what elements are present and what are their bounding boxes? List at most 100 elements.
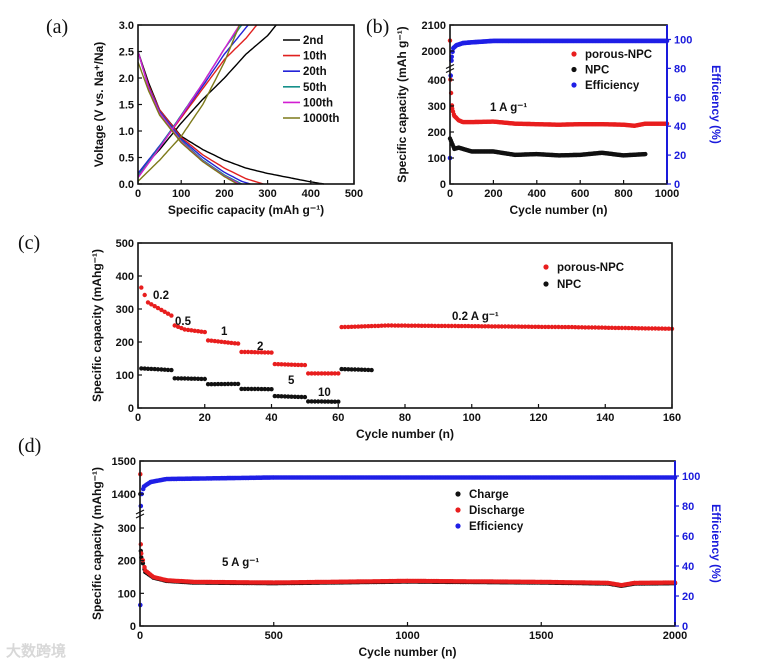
point-npc bbox=[286, 394, 291, 399]
point-npc bbox=[175, 376, 181, 381]
point-porous-npc bbox=[252, 350, 257, 355]
y-axis-label: Specific capacity (mAhg⁻¹) bbox=[90, 249, 104, 402]
point-porous-npc bbox=[462, 323, 468, 329]
point-porous-npc bbox=[586, 325, 591, 330]
point-porous-npc bbox=[282, 362, 288, 367]
point-porous-npc bbox=[352, 324, 358, 329]
point-npc bbox=[349, 367, 354, 372]
y-tick-label: 300 bbox=[116, 304, 134, 316]
axis-break-mark bbox=[445, 67, 455, 74]
x-tick-label: 60 bbox=[332, 412, 344, 424]
point-porous-npc bbox=[155, 305, 161, 311]
point-npc bbox=[155, 367, 161, 372]
point-porous-npc bbox=[229, 340, 234, 346]
point-npc bbox=[339, 366, 344, 372]
y-tick-label: 1.0 bbox=[119, 126, 134, 138]
point-npc bbox=[643, 151, 648, 157]
point-npc bbox=[289, 394, 294, 399]
point-porous-npc bbox=[546, 324, 551, 330]
point-npc bbox=[219, 381, 224, 387]
point-npc bbox=[169, 367, 174, 373]
legend-marker bbox=[455, 507, 461, 513]
x-tick-label: 600 bbox=[571, 188, 589, 200]
point-porous-npc bbox=[573, 325, 578, 330]
y-tick-label: 100 bbox=[428, 153, 446, 165]
point-porous-npc bbox=[372, 323, 378, 329]
point-npc bbox=[282, 394, 288, 399]
point-npc bbox=[145, 366, 151, 371]
point-npc bbox=[342, 367, 348, 372]
point-porous-npc bbox=[482, 324, 488, 329]
point-porous-npc bbox=[406, 323, 411, 328]
point-porous-npc bbox=[329, 371, 334, 376]
point-npc bbox=[369, 367, 374, 373]
point-porous-npc bbox=[543, 324, 548, 330]
point-npc bbox=[322, 399, 328, 404]
legend-label: 2nd bbox=[303, 35, 323, 47]
rate-label: 0.5 bbox=[175, 316, 192, 328]
point-porous-npc bbox=[626, 325, 631, 331]
y-tick-label: 3.0 bbox=[119, 20, 134, 32]
point-porous-npc bbox=[286, 362, 291, 367]
point-porous-npc bbox=[609, 325, 615, 330]
current-density-annotation: 1 A g⁻¹ bbox=[490, 102, 527, 114]
point-porous-npc bbox=[422, 323, 428, 328]
x-tick-label: 800 bbox=[614, 188, 632, 200]
right-tick-label: 80 bbox=[674, 63, 686, 75]
point-porous-npc bbox=[392, 323, 398, 328]
legend-label: 100th bbox=[303, 97, 333, 109]
y-axis-label: Specific capacity (mAhg⁻¹) bbox=[90, 467, 104, 620]
point-npc bbox=[259, 386, 264, 392]
y-tick-label: 0 bbox=[440, 179, 446, 191]
legend-label: 10th bbox=[303, 51, 327, 63]
point-porous-npc bbox=[466, 323, 471, 329]
point-porous-npc bbox=[429, 323, 434, 328]
point-porous-npc bbox=[519, 324, 524, 329]
point-porous-npc bbox=[596, 325, 601, 330]
point-porous-npc bbox=[659, 326, 665, 331]
curve-100th-discharge bbox=[137, 51, 240, 185]
point-npc bbox=[239, 386, 244, 392]
point-porous-npc bbox=[319, 371, 324, 376]
point-porous-npc bbox=[175, 324, 181, 329]
x-tick-label: 200 bbox=[484, 188, 502, 200]
point-porous-npc bbox=[506, 324, 511, 329]
legend-label: 50th bbox=[303, 82, 327, 94]
point-porous-npc bbox=[279, 362, 284, 367]
panel-label-d: (d) bbox=[18, 435, 41, 457]
point-porous-npc bbox=[339, 324, 344, 330]
point-porous-npc bbox=[432, 323, 438, 329]
point-npc bbox=[312, 399, 318, 404]
point-porous-npc bbox=[289, 362, 294, 367]
legend-label: Charge bbox=[469, 489, 509, 501]
point-porous-npc bbox=[439, 323, 444, 329]
y-tick-label: 200 bbox=[428, 127, 446, 139]
point-porous-npc bbox=[412, 323, 418, 328]
point-porous-npc bbox=[266, 350, 271, 355]
point-porous-npc bbox=[583, 325, 588, 330]
point-porous-npc bbox=[249, 349, 254, 355]
point-porous-npc bbox=[619, 325, 625, 331]
point-porous-npc bbox=[179, 325, 184, 331]
point-npc bbox=[235, 381, 241, 387]
legend-marker bbox=[571, 51, 577, 57]
point-npc bbox=[245, 386, 251, 392]
point-porous-npc bbox=[306, 371, 311, 376]
legend: 2nd 10th 20th 50th 100th 1000th bbox=[283, 35, 339, 125]
point-npc bbox=[292, 394, 298, 399]
point-npc bbox=[192, 376, 197, 381]
legend-label: porous-NPC bbox=[557, 262, 624, 274]
point-porous-npc bbox=[139, 285, 144, 290]
y-tick-label: 2100 bbox=[422, 20, 446, 32]
right-tick-label: 100 bbox=[674, 34, 692, 46]
point-npc bbox=[185, 376, 191, 381]
point-npc bbox=[306, 399, 311, 404]
y-tick-label: 300 bbox=[428, 101, 446, 113]
point-porous-npc bbox=[245, 349, 251, 355]
point-porous-npc bbox=[302, 362, 308, 368]
point-porous-npc bbox=[633, 326, 638, 331]
x-tick-label: 0 bbox=[135, 412, 141, 424]
point-porous-npc bbox=[232, 341, 237, 346]
point-porous-npc bbox=[322, 371, 328, 376]
